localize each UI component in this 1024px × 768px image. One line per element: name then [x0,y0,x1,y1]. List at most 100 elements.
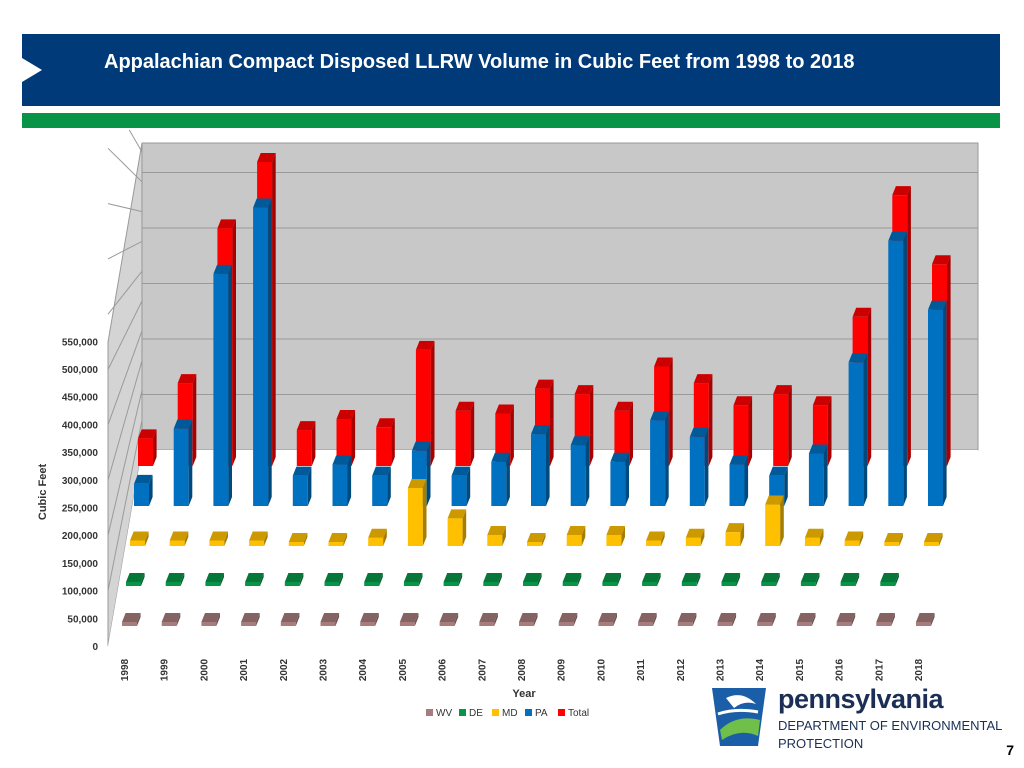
chart-floor [108,450,978,646]
bar-total-top [376,418,395,428]
bar-de-top [880,573,899,582]
legend-label-pa: PA [535,708,548,719]
bar-wv-front [360,622,376,626]
bar-wv-side [216,613,220,626]
x-tick-label: 2007 [477,658,488,681]
bar-de-front [483,582,499,586]
bar-pa-side [704,427,709,506]
bar-de-side [458,573,463,586]
y-tick-label: 300,000 [62,476,99,487]
bar-wv-front [241,622,257,626]
bar-total-top [932,255,951,265]
bar-md-top [844,531,864,541]
bar-wv-front [519,622,534,626]
bar-de-side [657,573,661,586]
bar-de-side [299,573,304,586]
bar-md-front [685,537,701,546]
bar-pa-front [491,461,507,506]
legend-label-de: DE [469,708,483,719]
bar-wv-top [876,613,895,622]
bar-md-front [765,504,781,546]
bar-wv-side [772,613,776,626]
bar-de-side [776,573,780,586]
bar-wv-side [613,613,617,626]
bar-pa-front [213,273,229,506]
bar-pa-front [292,475,308,506]
side-gridline [107,360,143,481]
bar-pa-top [253,198,272,208]
bar-de-front [721,582,737,586]
x-tick-label: 1999 [160,658,171,681]
bar-pa-top [650,411,669,421]
side-gridline [107,270,143,315]
logo-dept-line1: DEPARTMENT OF ENVIRONMENTAL [778,718,1003,733]
x-tick-label: 2000 [199,658,210,681]
x-tick-label: 2005 [398,658,409,681]
bar-wv-front [677,622,693,626]
bar-de-front [642,582,658,586]
bar-wv-side [811,613,816,626]
bar-pa-side [744,455,749,506]
bar-pa-front [253,207,269,506]
bar-de-front [403,582,419,586]
y-tick-label: 200,000 [62,531,99,542]
bar-wv-front [876,622,892,626]
legend-label-md: MD [502,708,518,719]
bar-pa-top [928,300,947,310]
bar-de-top [681,573,701,582]
logo-name: pennsylvania [778,684,944,714]
bar-pa-top [173,419,193,429]
bar-md-side [939,533,943,546]
bar-total-top [296,421,316,431]
bar-total-front [336,419,352,466]
bar-de-side [696,573,701,586]
bar-de-front [205,582,221,586]
side-gridline [107,203,143,213]
bar-total-top [892,186,911,196]
bar-wv-front [796,622,812,626]
bar-md-top [288,533,308,542]
bar-wv-top [558,613,578,622]
bar-total-side [430,340,435,466]
bar-de-top [642,573,661,582]
bar-de-top [284,573,304,582]
bar-pa-front [808,453,824,506]
legend-swatch-pa [525,709,532,716]
x-tick-label: 2012 [676,658,687,681]
bar-total-side [629,401,633,466]
bar-wv-front [836,622,852,626]
bar-wv-top [439,613,459,622]
legend-swatch-md [492,709,499,716]
bar-wv-front [717,622,733,626]
bar-pa-front [689,436,705,506]
bar-total-side [708,374,713,466]
bar-wv-top [161,613,181,622]
bar-total-front [138,438,153,466]
bar-md-side [819,528,824,546]
side-gridline [128,130,143,153]
y-tick-label: 100,000 [62,587,99,598]
bar-md-front [209,540,225,546]
legend-swatch-total [558,709,565,716]
bar-md-top [566,525,586,535]
page-number: 7 [1006,742,1014,758]
bar-wv-front [479,622,495,626]
bar-wv-front [161,622,177,626]
bar-md-top [249,531,268,541]
bar-pa-side [863,353,868,506]
bar-md-side [264,531,268,546]
bar-total-top [455,401,475,411]
bar-total-top [574,385,594,395]
bar-wv-top [677,613,697,622]
bar-md-side [700,528,705,546]
bar-md-top [884,533,903,542]
bar-pa-side [307,466,312,506]
bar-de-top [403,573,423,582]
bar-total-top [177,374,197,384]
bar-de-top [800,573,820,582]
bar-de-side [379,573,383,586]
keystone-logo-icon [712,688,766,746]
bar-pa-side [268,198,272,506]
bar-wv-front [638,622,654,626]
bar-de-top [126,573,145,582]
